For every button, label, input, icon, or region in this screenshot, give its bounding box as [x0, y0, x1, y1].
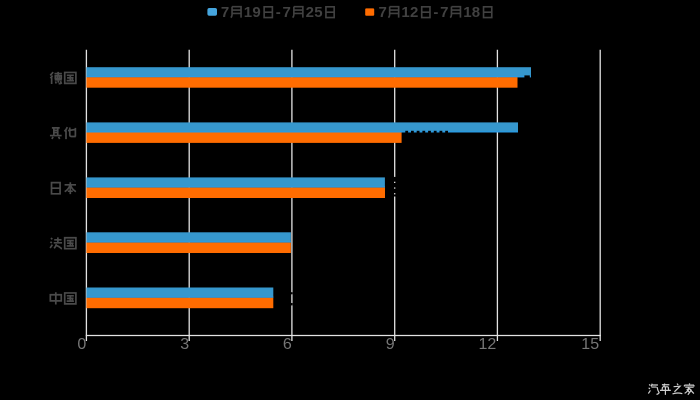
svg-text:2: 2 [306, 4, 314, 21]
svg-text:7: 7 [379, 4, 387, 21]
svg-text:1: 1 [463, 4, 471, 21]
svg-text:9: 9 [386, 336, 395, 353]
svg-text:1: 1 [244, 4, 252, 21]
svg-text:7: 7 [440, 4, 448, 21]
svg-text:8: 8 [472, 4, 480, 21]
svg-text:15: 15 [581, 336, 599, 353]
svg-text:7: 7 [221, 4, 229, 21]
svg-text:5: 5 [314, 4, 322, 21]
svg-text:7: 7 [283, 4, 291, 21]
svg-text:3: 3 [180, 336, 189, 353]
svg-text:12: 12 [479, 336, 497, 353]
svg-text:6: 6 [283, 336, 292, 353]
svg-text:0: 0 [77, 336, 86, 353]
svg-text:-: - [276, 4, 281, 21]
svg-text:-: - [433, 4, 438, 21]
svg-text:1: 1 [401, 4, 409, 21]
svg-text:9: 9 [252, 4, 260, 21]
svg-text:2: 2 [410, 4, 418, 21]
